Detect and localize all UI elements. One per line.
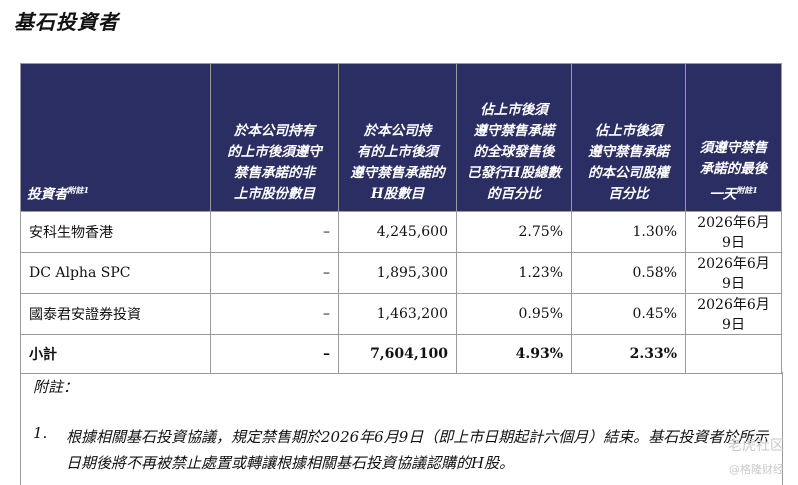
pct-equity: 0.45% <box>571 293 686 335</box>
last-day: 2026年6月9日 <box>685 293 782 335</box>
h-shares: 1,895,300 <box>338 252 457 294</box>
unlisted-shares: – <box>210 211 339 253</box>
total-row: 小計 – 7,604,100 4.93% 2.33% <box>20 334 782 374</box>
pct-equity: 1.30% <box>571 211 686 253</box>
cornerstone-investors-table: 投資者附註1 於本公司持有 的上市後須遵守 禁售承諾的非 上市股份數目 於本公司持 有的… <box>20 63 782 374</box>
last-day: 2026年6月9日 <box>685 211 782 253</box>
pct-h-shares: 0.95% <box>456 293 572 335</box>
notes-section: 附註： 1. 根據相關基石投資協議，規定禁售期於2026年6月9日（即上市日期起… <box>20 372 783 485</box>
page-title: 基石投資者 <box>14 10 119 34</box>
table-row: DC Alpha SPC – 1,895,300 1.23% 0.58% 202… <box>20 252 782 294</box>
header-pct-h-shares: 佔上市後須 遵守禁售承諾 的全球發售後 已發行H股總數 的百分比 <box>456 63 572 212</box>
investor-name: 安科生物香港 <box>20 211 211 253</box>
unlisted-shares: – <box>210 293 339 335</box>
h-shares: 1,463,200 <box>338 293 457 335</box>
notes-title: 附註： <box>33 378 79 396</box>
total-last-day <box>685 334 782 374</box>
note-number: 1. <box>33 424 48 442</box>
total-label: 小計 <box>20 334 211 374</box>
last-day: 2026年6月9日 <box>685 252 782 294</box>
pct-h-shares: 2.75% <box>456 211 572 253</box>
investor-name: 國泰君安證券投資 <box>20 293 211 335</box>
table-row: 安科生物香港 – 4,245,600 2.75% 1.30% 2026年6月9日 <box>20 211 782 253</box>
pct-h-shares: 1.23% <box>456 252 572 294</box>
header-h-shares: 於本公司持 有的上市後須 遵守禁售承諾的 H股數目 <box>338 63 457 212</box>
header-unlisted-shares: 於本公司持有 的上市後須遵守 禁售承諾的非 上市股份數目 <box>210 63 339 212</box>
h-shares: 4,245,600 <box>338 211 457 253</box>
pct-equity: 0.58% <box>571 252 686 294</box>
total-pct-h-shares: 4.93% <box>456 334 572 374</box>
table-row: 國泰君安證券投資 – 1,463,200 0.95% 0.45% 2026年6月… <box>20 293 782 335</box>
header-investor: 投資者附註1 <box>20 63 211 212</box>
unlisted-shares: – <box>210 252 339 294</box>
total-unlisted-shares: – <box>210 334 339 374</box>
total-h-shares: 7,604,100 <box>338 334 457 374</box>
watermark-text: 老虎社区 <box>728 438 784 454</box>
total-pct-equity: 2.33% <box>571 334 686 374</box>
note-text: 根據相關基石投資協議，規定禁售期於2026年6月9日（即上市日期起計六個月）結束… <box>66 428 769 472</box>
header-pct-equity: 佔上市後須 遵守禁售承諾 的本公司股權 百分比 <box>571 63 686 212</box>
header-last-day: 須遵守禁售 承諾的最後 一天附註1 <box>685 63 782 212</box>
watermark-credit: @格隆财经 <box>729 463 784 476</box>
table-header-row: 投資者附註1 於本公司持有 的上市後須遵守 禁售承諾的非 上市股份數目 於本公司持 有的… <box>20 63 782 212</box>
investor-name: DC Alpha SPC <box>20 252 211 294</box>
